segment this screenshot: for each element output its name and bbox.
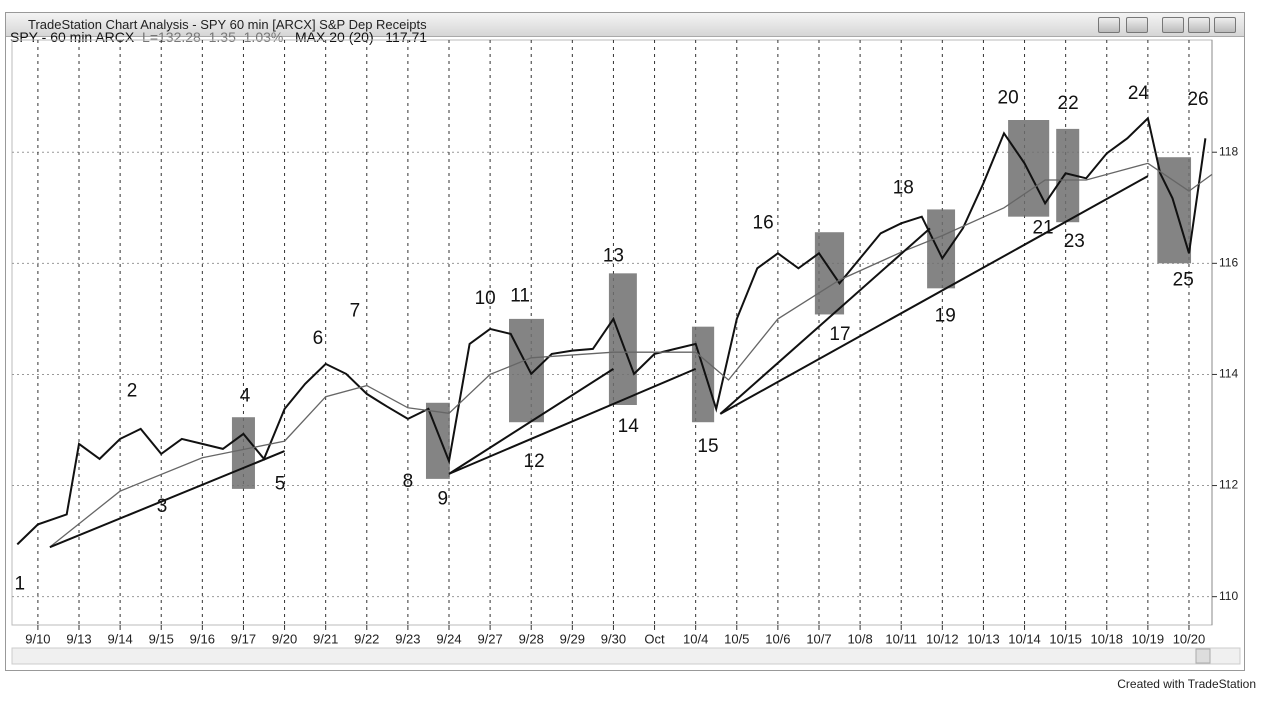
- symbol: SPY - 60 min ARCX: [10, 29, 135, 45]
- highlight-box: [425, 402, 450, 479]
- x-tick-label: 10/13: [967, 631, 1000, 646]
- x-tick-label: 9/20: [272, 631, 297, 646]
- title-bar: TradeStation Chart Analysis - SPY 60 min…: [6, 13, 1244, 37]
- x-tick-label: 9/23: [395, 631, 420, 646]
- x-tick-label: 9/10: [25, 631, 50, 646]
- price-line: [16, 116, 1207, 546]
- x-tick-label: 10/5: [724, 631, 749, 646]
- x-tick-label: 9/28: [519, 631, 544, 646]
- highlight-box: [231, 417, 255, 489]
- annotation: 18: [893, 177, 914, 198]
- annotation: 23: [1064, 231, 1085, 252]
- x-tick-label: 9/30: [601, 631, 626, 646]
- x-tick-label: 10/7: [806, 631, 831, 646]
- window-title: TradeStation Chart Analysis - SPY 60 min…: [28, 17, 427, 32]
- x-tick-label: 10/14: [1008, 631, 1041, 646]
- x-tick-label: 10/12: [926, 631, 959, 646]
- x-tick-label: 10/18: [1090, 631, 1123, 646]
- y-tick-label: 114: [1219, 367, 1238, 381]
- toolbar-button[interactable]: [1126, 17, 1148, 33]
- footer-credit: Created with TradeStation: [1117, 677, 1256, 691]
- x-tick-label: 10/11: [885, 631, 917, 646]
- trend-line: [448, 368, 614, 475]
- x-tick-label: 10/19: [1132, 631, 1165, 646]
- annotation: 5: [275, 473, 286, 494]
- trend-line: [719, 175, 1149, 415]
- annotation: 20: [998, 87, 1019, 108]
- indicator: MAX 20 (20): [295, 29, 374, 45]
- percent-change: 1.03%: [243, 29, 284, 45]
- x-tick-label: 10/8: [847, 631, 872, 646]
- annotation: 10: [475, 288, 496, 309]
- x-tick-label: 9/16: [190, 631, 215, 646]
- x-tick-label: Oct: [644, 631, 665, 646]
- y-tick-label: 112: [1219, 478, 1238, 492]
- indicator-value: 117.71: [385, 29, 428, 45]
- annotation: 16: [753, 212, 774, 233]
- annotation: 12: [524, 451, 545, 472]
- x-tick-label: 10/4: [683, 631, 708, 646]
- annotation: 13: [603, 246, 624, 267]
- annotation: 2: [127, 381, 138, 402]
- x-tick-label: 9/24: [436, 631, 461, 646]
- annotation: 14: [618, 416, 640, 437]
- highlight-box: [509, 318, 544, 423]
- x-tick-label: 10/6: [765, 631, 790, 646]
- annotation: 1: [15, 573, 26, 594]
- annotation: 11: [510, 286, 530, 307]
- trend-line: [49, 450, 285, 549]
- annotation: 17: [829, 324, 850, 345]
- chart-header: SPY - 60 min ARCX L=132.28 1.35 1.03% MA…: [10, 29, 427, 45]
- highlight-box: [1008, 120, 1050, 217]
- highlight-box: [927, 209, 956, 289]
- toolbar-button[interactable]: [1098, 17, 1120, 33]
- x-tick-label: 9/21: [313, 631, 338, 646]
- maximize-button[interactable]: [1188, 17, 1210, 33]
- x-tick-label: 9/13: [66, 631, 91, 646]
- x-tick-label: 10/15: [1049, 631, 1082, 646]
- x-tick-label: 10/20: [1173, 631, 1206, 646]
- scrollbar[interactable]: [11, 647, 1241, 665]
- y-tick-label: 116: [1219, 256, 1238, 270]
- moving-average: [49, 162, 1213, 548]
- x-tick-label: 9/27: [477, 631, 502, 646]
- minimize-button[interactable]: [1162, 17, 1184, 33]
- x-tick-label: 9/17: [231, 631, 256, 646]
- x-tick-label: 9/29: [560, 631, 585, 646]
- annotation: 19: [935, 306, 956, 327]
- annotation: 25: [1173, 270, 1194, 291]
- annotation: 21: [1032, 217, 1053, 238]
- annotation: 22: [1058, 93, 1079, 114]
- highlight-box: [814, 232, 845, 315]
- annotation: 7: [350, 301, 361, 322]
- x-tick-label: 9/14: [107, 631, 132, 646]
- y-tick-label: 118: [1219, 144, 1238, 158]
- y-tick-label: 110: [1219, 589, 1238, 603]
- highlight-box: [691, 326, 715, 423]
- highlight-box: [608, 273, 637, 405]
- annotation: 24: [1128, 83, 1150, 104]
- highlight-box: [1157, 157, 1192, 264]
- trend-line: [448, 367, 697, 475]
- annotation: 8: [403, 471, 414, 492]
- annotation: 3: [157, 496, 168, 517]
- annotation: 15: [697, 436, 718, 457]
- x-tick-label: 9/15: [149, 631, 174, 646]
- x-tick-label: 9/22: [354, 631, 379, 646]
- scroll-thumb[interactable]: [1195, 648, 1211, 664]
- annotation: 26: [1187, 89, 1208, 110]
- trend-line: [719, 227, 931, 415]
- annotation: 9: [438, 488, 449, 509]
- annotation: 4: [240, 386, 251, 407]
- close-button[interactable]: [1214, 17, 1236, 33]
- last-price: L=132.28: [142, 29, 201, 45]
- annotation: 6: [313, 328, 324, 349]
- change: 1.35: [208, 29, 236, 45]
- highlight-box: [1056, 128, 1080, 223]
